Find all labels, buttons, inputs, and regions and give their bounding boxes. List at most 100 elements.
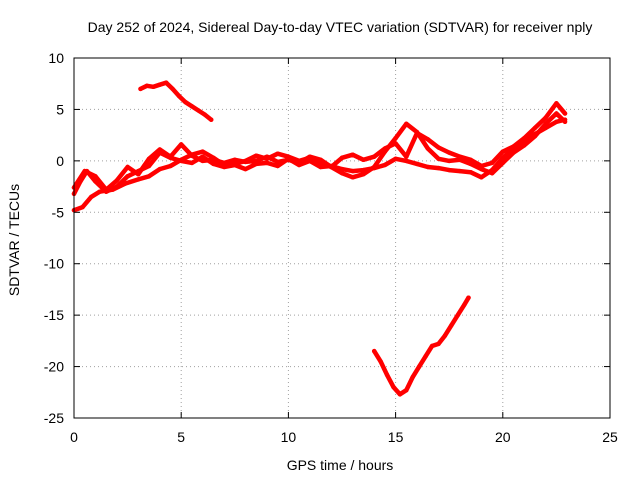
x-tick-label: 25 <box>602 429 618 445</box>
x-tick-label: 5 <box>177 429 185 445</box>
data-point <box>80 204 85 210</box>
data-point <box>423 354 428 359</box>
data-point <box>404 158 409 164</box>
data-point <box>436 156 441 161</box>
data-point <box>318 164 323 170</box>
data-point <box>410 374 415 380</box>
data-point <box>543 115 548 120</box>
data-point <box>522 136 527 141</box>
data-point <box>429 343 435 349</box>
data-point <box>89 194 94 200</box>
data-point <box>196 108 201 113</box>
data-point <box>489 160 495 166</box>
data-point <box>447 167 452 173</box>
data-point <box>500 160 505 166</box>
data-point <box>339 171 345 176</box>
y-tick-label: 5 <box>56 101 64 117</box>
data-point <box>200 149 205 154</box>
data-point <box>211 161 216 167</box>
data-point <box>146 156 152 161</box>
y-tick-label: 0 <box>56 153 64 169</box>
plot-frame <box>73 57 611 419</box>
data-point <box>457 154 463 159</box>
data-point <box>479 175 484 180</box>
data-point <box>286 157 291 162</box>
y-tick-label: -20 <box>44 359 64 375</box>
x-tick-label: 0 <box>70 429 78 445</box>
x-tick-label: 15 <box>388 429 404 445</box>
data-point <box>378 359 383 364</box>
y-tick-label: -10 <box>44 256 64 272</box>
data-point <box>457 168 463 174</box>
chart-title: Day 252 of 2024, Sidereal Day-to-day VTE… <box>88 19 593 35</box>
data-point <box>243 159 248 165</box>
data-point <box>372 154 377 159</box>
data-point <box>382 162 388 168</box>
data-point <box>189 153 195 158</box>
data-point <box>414 130 420 136</box>
data-point <box>404 388 409 393</box>
data-point <box>93 174 98 179</box>
y-tick-label: 10 <box>48 50 64 66</box>
data-point <box>554 101 559 106</box>
data-point <box>168 163 173 169</box>
y-tick-label: -15 <box>44 307 64 323</box>
data-point <box>209 117 214 122</box>
data-point <box>189 104 195 109</box>
data-point <box>151 84 156 90</box>
data-point <box>532 134 538 139</box>
data-point <box>254 153 259 158</box>
series-low-valley <box>371 295 471 397</box>
data-point <box>157 82 162 87</box>
data-point <box>361 157 366 162</box>
data-point <box>307 154 312 159</box>
data-point <box>138 86 143 92</box>
y-axis-label: SDTVAR / TECUs <box>6 184 22 296</box>
data-point <box>211 157 216 162</box>
data-point <box>170 86 175 92</box>
data-point <box>179 157 184 162</box>
data-point <box>447 150 452 155</box>
data-point <box>104 187 109 192</box>
data-point <box>157 166 162 172</box>
grid <box>74 58 610 418</box>
data-point <box>125 164 130 170</box>
data-point <box>296 160 302 166</box>
data-point <box>232 157 237 162</box>
data-point <box>393 141 398 146</box>
data-point <box>164 80 169 85</box>
data-point <box>466 295 471 300</box>
data-point <box>511 144 516 149</box>
data-point <box>200 154 205 159</box>
data-point <box>146 163 152 169</box>
data-point <box>449 323 454 328</box>
data-point <box>264 154 270 159</box>
data-point <box>384 372 390 377</box>
data-point <box>425 146 430 151</box>
data-point <box>554 111 559 116</box>
data-point <box>511 150 516 155</box>
data-point <box>123 181 128 186</box>
data-point <box>264 160 270 166</box>
data-point <box>125 174 130 179</box>
data-point <box>397 392 403 397</box>
data-point <box>179 142 184 147</box>
data-point <box>562 111 568 116</box>
data-point <box>489 171 495 176</box>
data-point <box>232 161 237 167</box>
data-point <box>243 166 248 172</box>
data-point <box>462 302 467 308</box>
data-point <box>82 168 87 174</box>
data-point <box>554 119 559 125</box>
data-point <box>189 160 195 166</box>
data-point <box>144 83 150 89</box>
data-point <box>414 161 420 167</box>
x-tick-label: 10 <box>281 429 297 445</box>
data-point <box>436 145 441 150</box>
data-point <box>447 158 452 164</box>
data-point <box>136 172 141 177</box>
data-point <box>532 125 538 131</box>
data-point <box>183 100 188 105</box>
y-tick-label: -5 <box>52 204 65 220</box>
